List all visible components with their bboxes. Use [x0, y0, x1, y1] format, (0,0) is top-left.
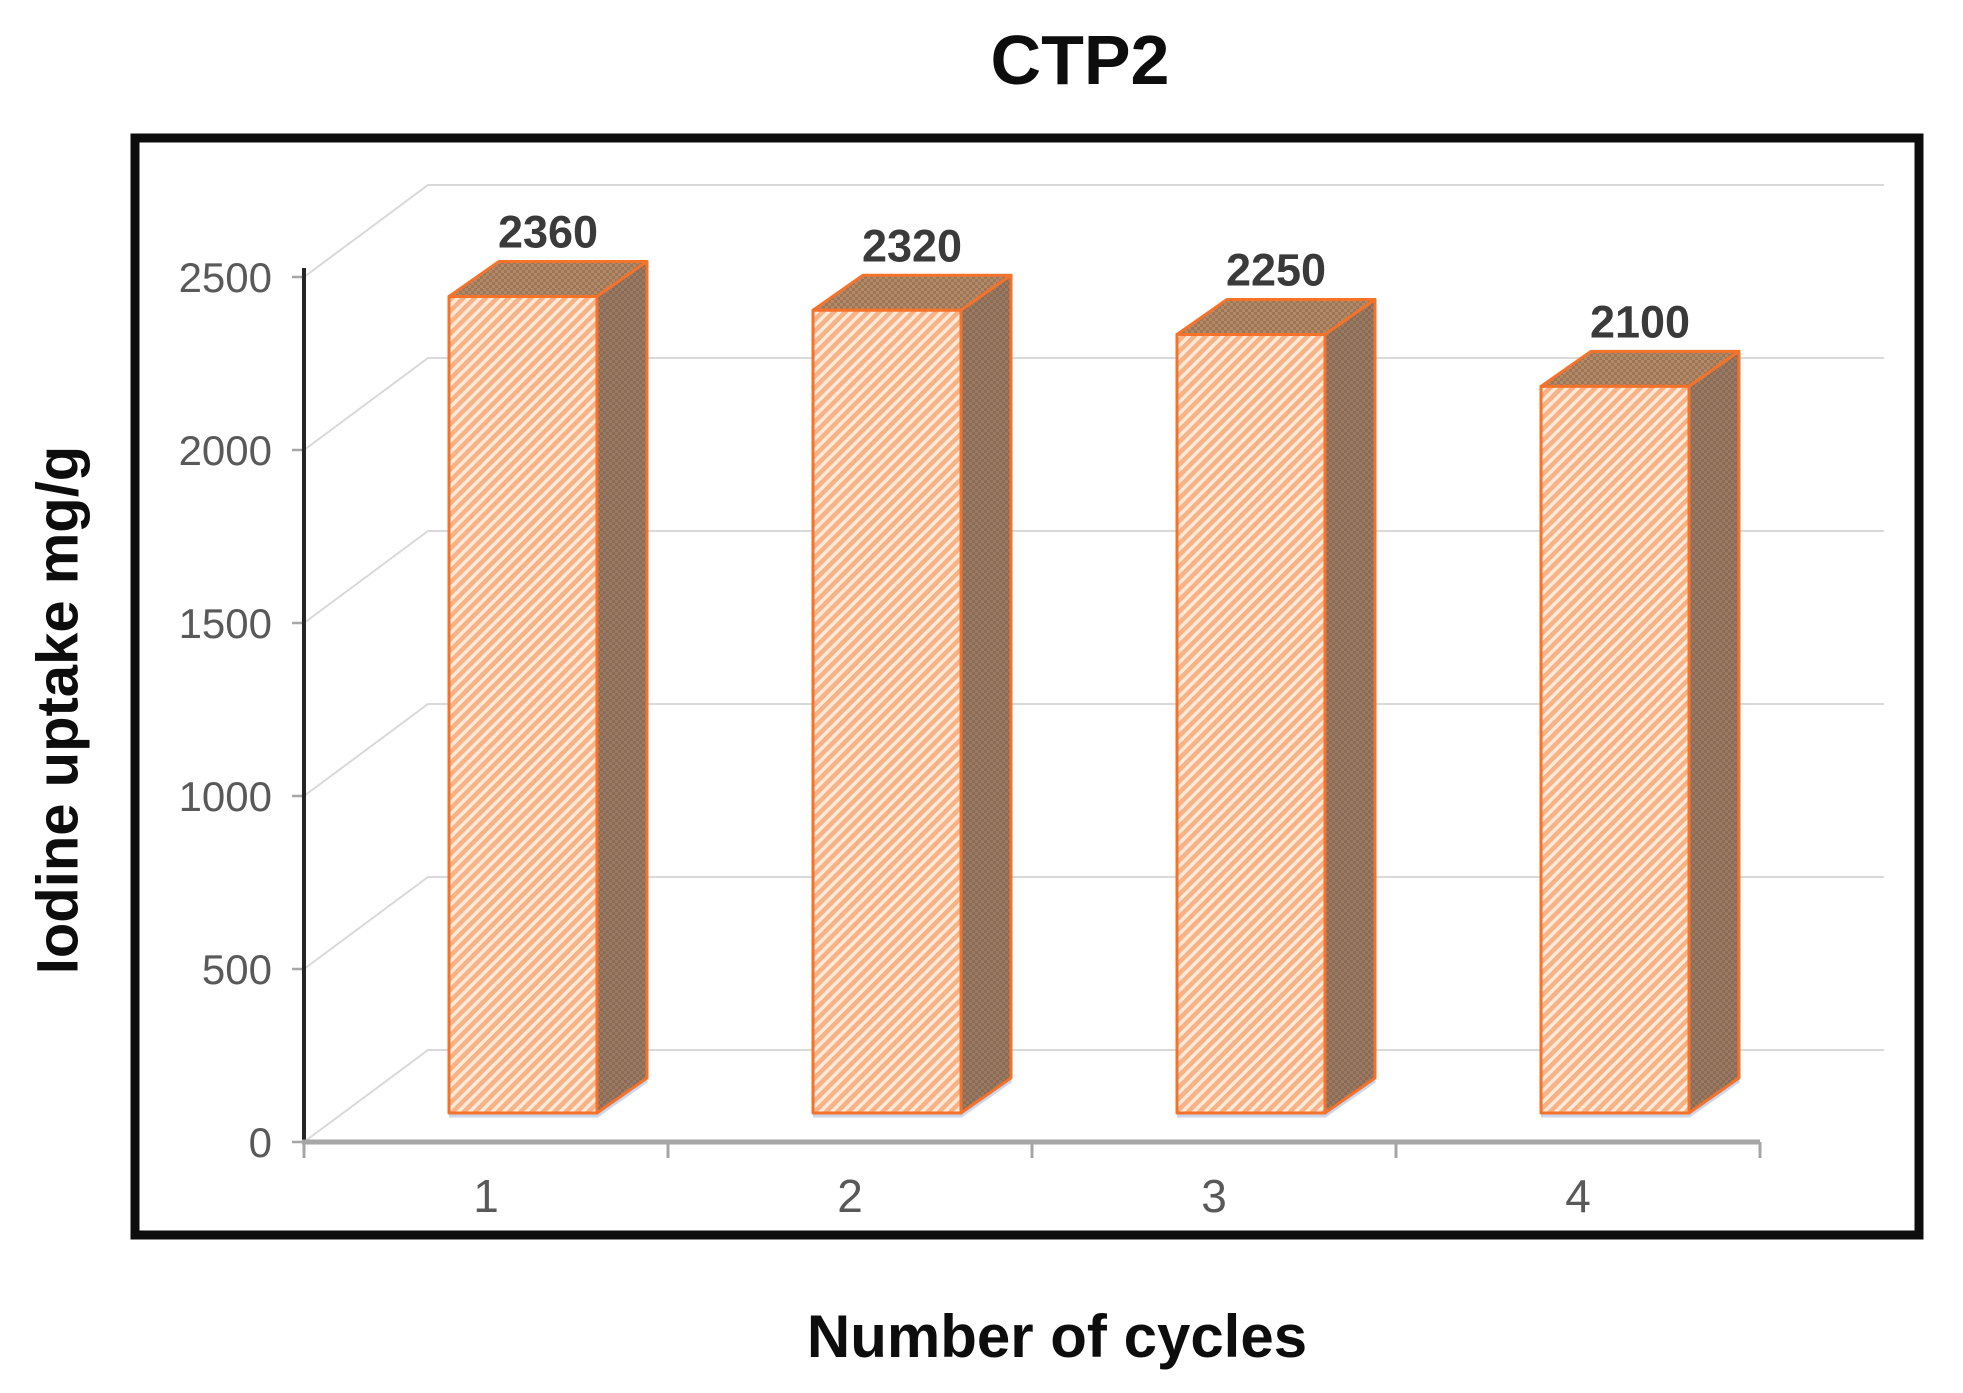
bar-front-face [1539, 384, 1691, 1115]
chart-title: CTP2 [990, 21, 1170, 99]
gridline [303, 1049, 1884, 1143]
x-category-label: 2 [837, 1170, 863, 1222]
bar-data-label: 2320 [862, 220, 962, 271]
y-tick-label: 2000 [179, 427, 272, 474]
x-axis-title: Number of cycles [806, 1303, 1308, 1370]
bar-side-face [1687, 349, 1741, 1115]
x-category-label: 3 [1201, 1170, 1227, 1222]
gridline [303, 530, 1884, 624]
bar-data-label: 2250 [1226, 245, 1326, 296]
bar [447, 259, 649, 1118]
y-tick-label: 1500 [179, 600, 272, 647]
gridline [303, 703, 1884, 797]
y-axis-title: Iodine uptake mg/g [25, 445, 91, 975]
bar-shadow [449, 1078, 649, 1118]
y-tick-label: 0 [249, 1119, 272, 1166]
bar-front-face [811, 308, 963, 1115]
bar-side-face [595, 259, 649, 1115]
bar-shadow [1177, 1078, 1377, 1118]
bar-front-face [447, 294, 599, 1115]
bar-shadow [1541, 1078, 1741, 1118]
x-category-label: 1 [473, 1170, 499, 1222]
plot-border [130, 133, 1924, 1240]
bar [1539, 349, 1741, 1118]
x-category-label: 4 [1565, 1170, 1591, 1222]
gridline [303, 184, 1884, 278]
bar-data-label: 2100 [1590, 296, 1690, 347]
bar-front-face [1175, 333, 1327, 1115]
bar-side-face [959, 273, 1013, 1115]
gridline [303, 876, 1884, 970]
bar-side-face [1323, 298, 1377, 1115]
bar-shadow [813, 1078, 1013, 1118]
bar [1175, 298, 1377, 1118]
gridline [303, 357, 1884, 451]
bar [811, 273, 1013, 1118]
y-tick-label: 1000 [179, 773, 272, 820]
y-tick-label: 500 [202, 946, 272, 993]
bar-data-label: 2360 [498, 206, 598, 257]
y-tick-label: 2500 [179, 254, 272, 301]
